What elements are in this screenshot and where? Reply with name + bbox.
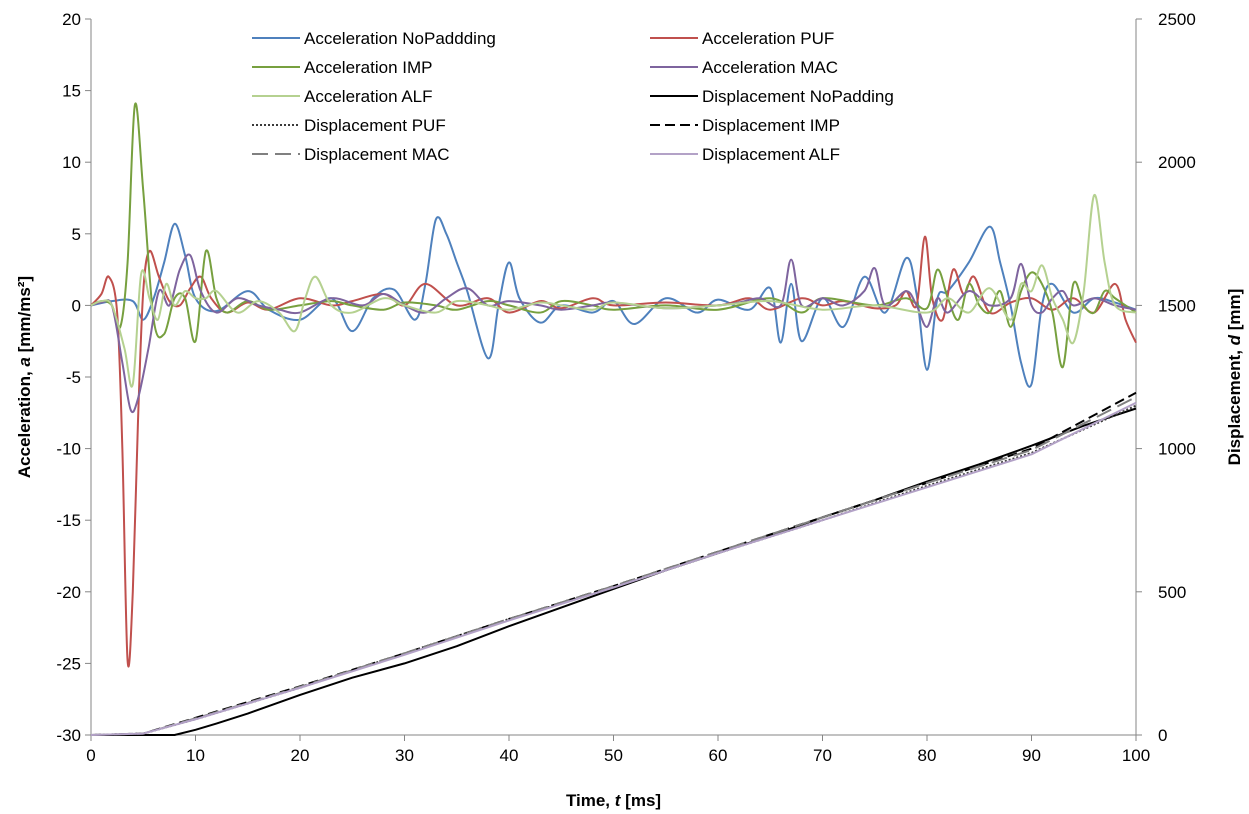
x-axis-title: Time, t [ms] bbox=[566, 791, 661, 810]
y-left-tick-label: 15 bbox=[62, 82, 81, 101]
legend-label: Acceleration MAC bbox=[702, 58, 838, 77]
y-left-tick-label: -10 bbox=[56, 440, 81, 459]
legend-label: Displacement MAC bbox=[304, 145, 450, 164]
series-line-displacement-alf bbox=[90, 401, 1137, 736]
y-left-tick-label: 20 bbox=[62, 10, 81, 29]
plot-area bbox=[90, 102, 1137, 736]
legend-label: Acceleration NoPaddding bbox=[304, 29, 496, 48]
series-line-displacement-imp bbox=[90, 391, 1137, 736]
series-line-displacement-puf bbox=[90, 404, 1137, 736]
y-right-tick-label: 1000 bbox=[1158, 440, 1196, 459]
y-axis-left-title: Acceleration, a [mm/ms²] bbox=[15, 276, 34, 478]
y-left-tick-label: 0 bbox=[72, 296, 81, 315]
x-tick-label: 60 bbox=[709, 746, 728, 765]
legend-label: Displacement NoPadding bbox=[702, 87, 894, 106]
y-left-tick-label: -15 bbox=[56, 511, 81, 530]
y-left-tick-label: 10 bbox=[62, 153, 81, 172]
x-tick-label: 40 bbox=[500, 746, 519, 765]
y-left-tick-label: -5 bbox=[66, 368, 81, 387]
series-line-acceleration-alf bbox=[90, 194, 1137, 388]
x-tick-label: 0 bbox=[86, 746, 95, 765]
x-tick-label: 10 bbox=[186, 746, 205, 765]
x-tick-label: 30 bbox=[395, 746, 414, 765]
y-left-tick-label: -30 bbox=[56, 726, 81, 745]
y-right-tick-label: 1500 bbox=[1158, 296, 1196, 315]
x-tick-label: 80 bbox=[918, 746, 937, 765]
x-tick-label: 70 bbox=[813, 746, 832, 765]
legend-label: Displacement PUF bbox=[304, 116, 446, 135]
legend-label: Acceleration PUF bbox=[702, 29, 834, 48]
y-right-tick-label: 2000 bbox=[1158, 153, 1196, 172]
legend-label: Acceleration IMP bbox=[304, 58, 433, 77]
y-axis-right-title: Displacement, d [mm] bbox=[1225, 289, 1244, 466]
y-right-tick-label: 0 bbox=[1158, 726, 1167, 745]
x-tick-label: 100 bbox=[1122, 746, 1150, 765]
y-left-tick-label: -20 bbox=[56, 583, 81, 602]
legend-label: Displacement IMP bbox=[702, 116, 840, 135]
axis-titles: Time, t [ms] Acceleration, a [mm/ms²] Disp… bbox=[15, 276, 1244, 810]
x-tick-label: 90 bbox=[1022, 746, 1041, 765]
y-right-tick-label: 2500 bbox=[1158, 10, 1196, 29]
legend-label: Displacement ALF bbox=[702, 145, 840, 164]
series-line-displacement-nopadding bbox=[91, 407, 1137, 736]
y-left-tick-label: 5 bbox=[72, 225, 81, 244]
x-tick-label: 50 bbox=[604, 746, 623, 765]
legend: Acceleration NoPaddding Acceleration PUF A… bbox=[252, 29, 894, 164]
y-left-tick-label: -25 bbox=[56, 654, 81, 673]
y-right-tick-label: 500 bbox=[1158, 583, 1186, 602]
axes: 0 10 20 30 40 50 60 70 80 90 100-30-25-20-15-10-50… bbox=[56, 10, 1195, 765]
legend-label: Acceleration ALF bbox=[304, 87, 433, 106]
series-line-acceleration-imp bbox=[90, 102, 1137, 368]
series-line-acceleration-mac bbox=[90, 253, 1137, 414]
x-tick-label: 20 bbox=[291, 746, 310, 765]
series-line-displacement-mac bbox=[90, 396, 1137, 736]
